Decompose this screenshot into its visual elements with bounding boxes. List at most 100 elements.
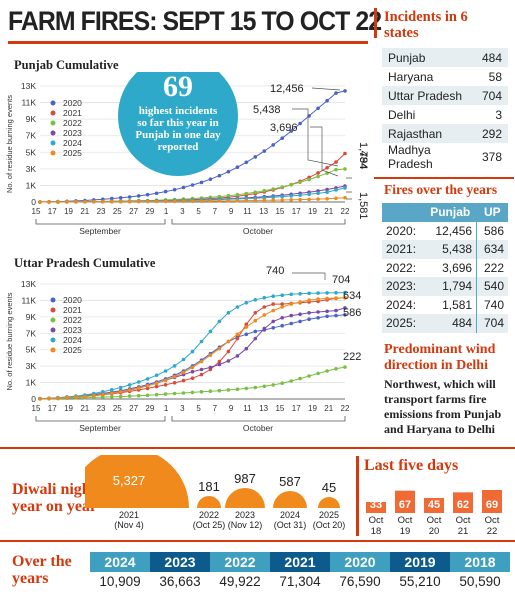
- data-point: [334, 91, 338, 95]
- data-point: [343, 296, 347, 300]
- data-point: [343, 167, 347, 171]
- bar-rect: [453, 492, 473, 513]
- x-tick-label: 23: [97, 207, 106, 216]
- state-name: Punjab: [382, 48, 476, 67]
- cell-punjab: 12,456: [423, 221, 478, 240]
- data-point: [208, 177, 213, 181]
- data-point: [226, 388, 231, 392]
- data-point: [271, 198, 276, 202]
- incident-row: Delhi 3: [382, 105, 508, 124]
- data-point: [118, 196, 123, 200]
- data-point: [101, 390, 105, 394]
- bar-value: 62: [457, 499, 469, 511]
- y-tick-label: 5K: [26, 147, 37, 157]
- data-point: [181, 378, 186, 383]
- series-2025: [38, 296, 347, 401]
- data-point: [181, 199, 186, 204]
- incident-row: Punjab 484: [382, 48, 508, 67]
- data-point: [136, 199, 141, 204]
- legend-label: 2025: [63, 345, 82, 355]
- x-tick-label: 22: [341, 404, 350, 413]
- end-label-2023: 634: [343, 290, 361, 302]
- data-point: [343, 313, 347, 317]
- data-point: [154, 191, 159, 196]
- data-point: [74, 395, 78, 399]
- data-point: [154, 199, 159, 204]
- y-tick-label: 0: [31, 197, 36, 207]
- data-point: [217, 199, 222, 203]
- data-point: [190, 390, 195, 395]
- diwali-value: 181: [198, 479, 220, 494]
- data-point: [235, 198, 240, 203]
- data-point: [199, 390, 204, 394]
- data-point: [244, 325, 249, 329]
- data-point: [343, 89, 347, 93]
- data-point: [289, 302, 294, 306]
- x-tick-label: 3: [180, 404, 185, 413]
- data-point: [190, 376, 195, 380]
- x-tick-label: 1: [164, 404, 169, 413]
- data-point: [56, 396, 60, 400]
- data-point: [334, 308, 338, 313]
- data-point: [199, 180, 204, 185]
- bar-month: Oct: [485, 515, 500, 526]
- data-point: [271, 308, 276, 313]
- bar-month: Oct: [369, 515, 384, 526]
- cell-up: 586: [483, 223, 504, 238]
- end-labels: 12,456 5,438 3,696 1,794 1,581 484: [253, 83, 369, 220]
- data-point: [298, 292, 302, 296]
- data-point: [226, 311, 231, 315]
- month-label-october: October: [243, 226, 273, 236]
- data-point: [316, 310, 320, 314]
- data-point: [289, 183, 294, 187]
- data-point: [163, 383, 168, 387]
- september-bracket: [35, 219, 166, 225]
- data-point: [154, 384, 159, 389]
- series-2021: [38, 296, 347, 401]
- data-point: [226, 169, 231, 174]
- data-point: [235, 387, 240, 391]
- x-tick-label: 21: [80, 404, 89, 413]
- data-point: [110, 391, 114, 396]
- y-tick-label: 7K: [26, 328, 37, 338]
- state-count: 3: [495, 107, 502, 122]
- year-row: 2023: 1,794 540: [382, 277, 508, 296]
- x-tick-label: 1: [164, 207, 169, 216]
- legend-label: 2020: [63, 295, 82, 305]
- column-header: UP: [476, 203, 508, 222]
- bar-month: Oct: [398, 515, 413, 526]
- up-chart-title: Uttar Pradesh Cumulative: [14, 256, 156, 270]
- year-header: 2018: [450, 552, 510, 572]
- data-point: [280, 136, 285, 140]
- data-point: [307, 291, 311, 296]
- data-point: [217, 362, 222, 367]
- data-point: [136, 380, 141, 384]
- diwali-value: 587: [279, 474, 301, 489]
- column-header: Punjab: [423, 203, 477, 222]
- data-point: [172, 364, 177, 368]
- state-name: Rajasthan: [382, 124, 476, 143]
- diwali-item: 45 2025(Oct 20): [313, 480, 346, 530]
- x-tick-label: 17: [48, 207, 57, 216]
- data-point: [289, 313, 294, 318]
- bar-day: 18: [371, 526, 382, 537]
- data-point: [343, 195, 347, 200]
- data-point: [172, 391, 177, 396]
- diwali-year: 2022: [199, 510, 219, 520]
- incidents-accent: [374, 8, 377, 38]
- data-point: [307, 317, 311, 321]
- year-header: 2022: [210, 552, 270, 572]
- data-point: [235, 332, 240, 337]
- data-point: [47, 200, 51, 204]
- data-point: [190, 349, 195, 354]
- data-point: [110, 199, 114, 204]
- data-point: [163, 199, 168, 204]
- y-tick-label: 13K: [21, 279, 36, 289]
- data-point: [325, 369, 329, 373]
- y-axis-label: No. of residue burning events: [5, 95, 14, 193]
- data-point: [289, 292, 294, 297]
- cell-up: 634: [476, 240, 508, 259]
- data-point: [280, 198, 285, 202]
- bar-day: 21: [458, 526, 469, 537]
